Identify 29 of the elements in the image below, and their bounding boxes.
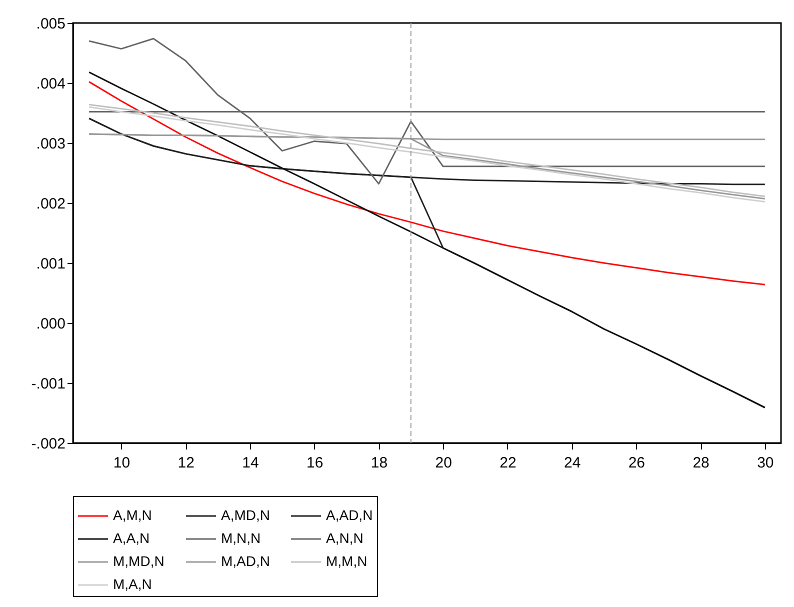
legend-label: M,AD,N bbox=[221, 553, 270, 569]
y-tick-label: -.001 bbox=[31, 376, 66, 392]
y-tick-label: .004 bbox=[36, 76, 66, 92]
legend-label: M,A,N bbox=[113, 576, 152, 592]
x-tick-label: 26 bbox=[628, 454, 646, 472]
x-tick-label: 30 bbox=[757, 454, 774, 472]
x-tick-label: 12 bbox=[178, 454, 194, 472]
x-tick-label: 14 bbox=[242, 454, 259, 472]
x-tick-label: 24 bbox=[564, 454, 581, 472]
y-tick-label: -.002 bbox=[31, 436, 66, 452]
x-tick-label: 22 bbox=[500, 454, 516, 472]
x-tick-label: 28 bbox=[692, 454, 710, 472]
legend-label: M,N,N bbox=[221, 530, 261, 546]
y-tick-label: .002 bbox=[36, 196, 66, 212]
legend-label: A,N,N bbox=[326, 530, 364, 546]
y-tick-label: .003 bbox=[36, 136, 66, 152]
legend-label: A,M,N bbox=[113, 507, 152, 523]
y-tick-label: .005 bbox=[36, 16, 66, 32]
x-tick-label: 16 bbox=[306, 454, 324, 472]
x-tick-label: 20 bbox=[435, 454, 452, 472]
legend-label: A,MD,N bbox=[221, 507, 270, 523]
legend-label: A,AD,N bbox=[326, 507, 373, 523]
x-tick-label: 18 bbox=[370, 454, 388, 472]
legend-label: A,A,N bbox=[113, 530, 150, 546]
y-tick-label: .000 bbox=[36, 316, 66, 332]
legend-label: M,M,N bbox=[326, 553, 368, 569]
x-tick-label: 10 bbox=[113, 454, 130, 472]
legend-label: M,MD,N bbox=[113, 553, 164, 569]
y-tick-label: .001 bbox=[36, 256, 66, 272]
